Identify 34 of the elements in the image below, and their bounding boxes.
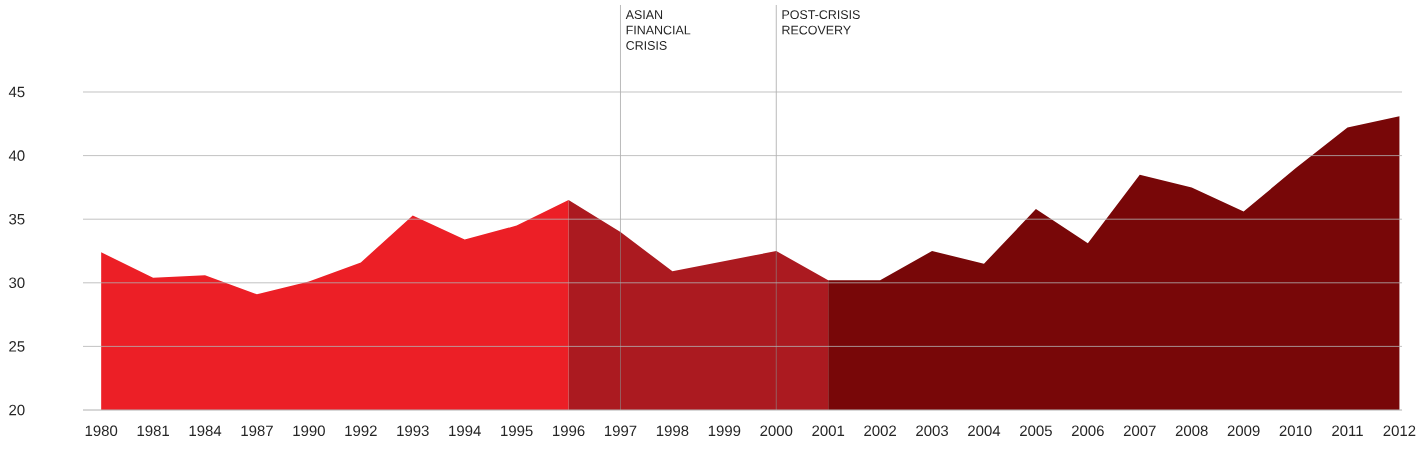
x-tick-label: 2007 bbox=[1123, 425, 1156, 437]
x-tick-label: 1995 bbox=[501, 425, 533, 437]
x-tick-label: 1993 bbox=[397, 425, 429, 437]
ref-line-label: POST-CRISIS RECOVERY bbox=[782, 10, 860, 35]
x-tick-label: 1987 bbox=[241, 425, 273, 437]
x-tick-label: 1994 bbox=[449, 425, 481, 437]
x-tick-label: 2011 bbox=[1332, 425, 1363, 437]
x-tick-label: 1992 bbox=[345, 425, 377, 437]
x-tick-label: 2003 bbox=[916, 425, 949, 437]
x-tick-label: 1981 bbox=[137, 425, 169, 437]
x-tick-label: 2004 bbox=[968, 425, 1001, 437]
x-tick-label: 1996 bbox=[553, 425, 585, 437]
y-tick-label: 45 bbox=[8, 86, 25, 98]
x-tick-label: 1980 bbox=[85, 425, 118, 437]
x-tick-label: 1997 bbox=[604, 425, 637, 437]
x-tick-label: 1999 bbox=[708, 425, 741, 437]
x-tick-label: 1998 bbox=[656, 425, 689, 437]
y-tick-label: 20 bbox=[9, 404, 25, 416]
x-tick-label: 2009 bbox=[1227, 425, 1260, 437]
x-tick-label: 2001 bbox=[812, 425, 845, 437]
x-tick-label: 2010 bbox=[1279, 425, 1312, 437]
y-tick-label: 40 bbox=[8, 150, 25, 161]
x-tick-label: 2006 bbox=[1071, 425, 1104, 437]
y-tick-label: 30 bbox=[9, 277, 25, 289]
ref-line-label: ASIAN FINANCIAL CRISIS bbox=[625, 10, 691, 50]
x-tick-label: 2005 bbox=[1020, 425, 1052, 437]
x-tick-label: 2012 bbox=[1383, 425, 1416, 437]
y-tick-label: 25 bbox=[9, 341, 25, 352]
x-tick-label: 1984 bbox=[189, 425, 222, 437]
x-tick-label: 2002 bbox=[864, 425, 896, 437]
x-tick-label: 2008 bbox=[1175, 425, 1208, 437]
y-tick-label: 35 bbox=[9, 213, 25, 225]
x-tick-label: 1990 bbox=[293, 425, 325, 437]
x-tick-label: 2000 bbox=[760, 425, 793, 437]
